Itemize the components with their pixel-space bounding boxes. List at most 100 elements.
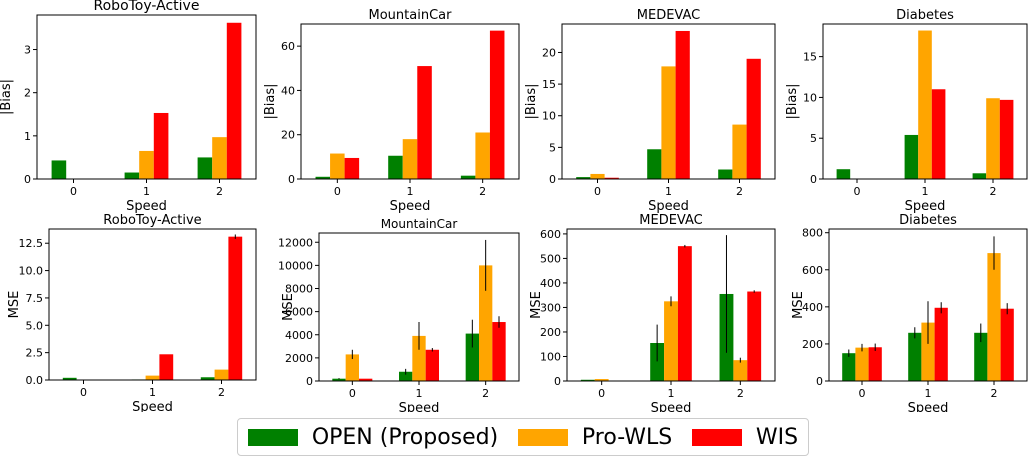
bar-wis: [604, 177, 619, 179]
y-tick-label: 12.5: [19, 237, 44, 250]
y-tick-label: 0: [306, 375, 313, 388]
y-axis-label: MSE: [529, 291, 544, 319]
x-tick-label: 1: [149, 386, 156, 399]
bar-open: [51, 160, 67, 179]
x-axis-label: Speed: [390, 199, 431, 214]
bar-wis: [492, 322, 506, 381]
y-tick-label: 6000: [285, 306, 313, 319]
bar-prowls: [475, 132, 490, 179]
bar-prowls: [921, 322, 935, 381]
y-tick-label: 0: [549, 173, 556, 186]
bar-open: [718, 169, 733, 179]
bar-prowls: [590, 173, 605, 179]
x-axis-label: Speed: [651, 401, 692, 412]
y-tick-label: 200: [802, 338, 823, 351]
bar-prowls: [479, 265, 493, 382]
x-axis-label: Speed: [908, 401, 949, 412]
y-tick-label: 20: [281, 129, 295, 142]
legend-item-wis: WIS: [691, 425, 798, 450]
y-tick-label: 2000: [285, 352, 313, 365]
bar-open: [62, 377, 77, 380]
x-tick-label: 1: [922, 185, 929, 198]
y-tick-label: 600: [802, 264, 823, 277]
y-tick-label: 200: [540, 326, 561, 339]
y-tick-label: 15: [542, 78, 556, 91]
plot-frame: [36, 14, 257, 180]
bar-prowls: [212, 137, 227, 179]
x-tick-label: 1: [407, 185, 414, 198]
bar-wis: [934, 307, 948, 381]
y-tick-label: 0: [810, 173, 817, 186]
chart-panel: 0 1 2 0 5 10 15 Diabetes Speed |Bias|: [785, 8, 1028, 214]
bar-open: [315, 176, 331, 179]
x-tick-label: 0: [594, 185, 601, 198]
x-tick-label: 0: [80, 386, 87, 399]
bar-prowls: [732, 124, 747, 179]
x-axis-label: Speed: [132, 400, 173, 412]
bar-wis: [425, 349, 439, 381]
x-axis-label: Speed: [905, 199, 946, 214]
x-tick-label: 2: [479, 185, 486, 198]
y-tick-label: 10.0: [19, 265, 44, 278]
chart-panel: 0 1 2 0 1 2 3 RoboToy-Active Speed |Bias|: [0, 0, 257, 214]
x-tick-label: 2: [990, 185, 997, 198]
bar-open: [974, 332, 988, 381]
y-tick-label: 40: [281, 84, 295, 97]
bar-open: [904, 134, 919, 179]
y-tick-label: 0: [288, 173, 295, 186]
bar-wis: [359, 378, 373, 381]
plot-frame: [318, 232, 520, 382]
bar-wis: [344, 157, 360, 179]
bar-prowls: [661, 66, 676, 179]
plot-frame: [300, 23, 520, 180]
y-tick-label: 1: [24, 130, 31, 143]
y-axis-label: MSE: [281, 293, 296, 321]
y-tick-label: 2: [24, 87, 31, 100]
x-axis-label: Speed: [648, 199, 689, 214]
bar-wis: [159, 354, 174, 380]
x-tick-label: 0: [70, 185, 77, 198]
x-tick-label: 0: [349, 387, 356, 400]
bar-wis: [489, 30, 505, 179]
bar-open: [842, 353, 856, 381]
bar-wis: [228, 236, 243, 380]
y-tick-label: 8000: [285, 283, 313, 296]
y-axis-label: |Bias|: [785, 83, 800, 119]
plot-frame: [822, 23, 1028, 180]
bar-wis: [153, 112, 169, 179]
chart-panel: 0 1 2 0 100 200 300 400 500 600 MEDEVAC Speed MSE: [529, 213, 776, 412]
plot-frame: [561, 23, 776, 180]
bar-open: [197, 157, 213, 179]
plot-frame: [566, 228, 776, 382]
x-tick-label: 2: [737, 387, 744, 400]
bar-prowls: [139, 150, 154, 179]
bar-prowls: [664, 301, 678, 381]
bar-wis: [226, 22, 242, 179]
bar-wis: [677, 246, 692, 381]
chart-title: MEDEVAC: [637, 8, 700, 23]
y-tick-label: 0: [816, 375, 823, 388]
bar-open: [460, 175, 476, 179]
x-axis-label: Speed: [399, 401, 440, 412]
chart-title: Diabetes: [896, 8, 954, 23]
bar-open: [650, 343, 665, 381]
bar-prowls: [987, 253, 1001, 381]
x-tick-label: 0: [598, 387, 605, 400]
y-tick-label: 500: [540, 252, 561, 265]
legend-item-prowls: Pro-WLS: [517, 425, 672, 450]
y-tick-label: 12000: [278, 236, 313, 249]
bar-wis: [675, 30, 690, 180]
y-axis-label: |Bias|: [524, 83, 539, 119]
bar-open: [576, 177, 591, 179]
y-axis-label: |Bias|: [263, 83, 278, 119]
x-tick-label: 0: [859, 387, 866, 400]
chart-title: MountainCar: [369, 8, 453, 23]
y-axis-label: |Bias|: [0, 79, 14, 115]
y-tick-label: 5: [810, 132, 817, 145]
y-tick-label: 400: [540, 277, 561, 290]
legend-swatch-open: [247, 428, 298, 446]
y-tick-label: 0.0: [26, 374, 44, 387]
